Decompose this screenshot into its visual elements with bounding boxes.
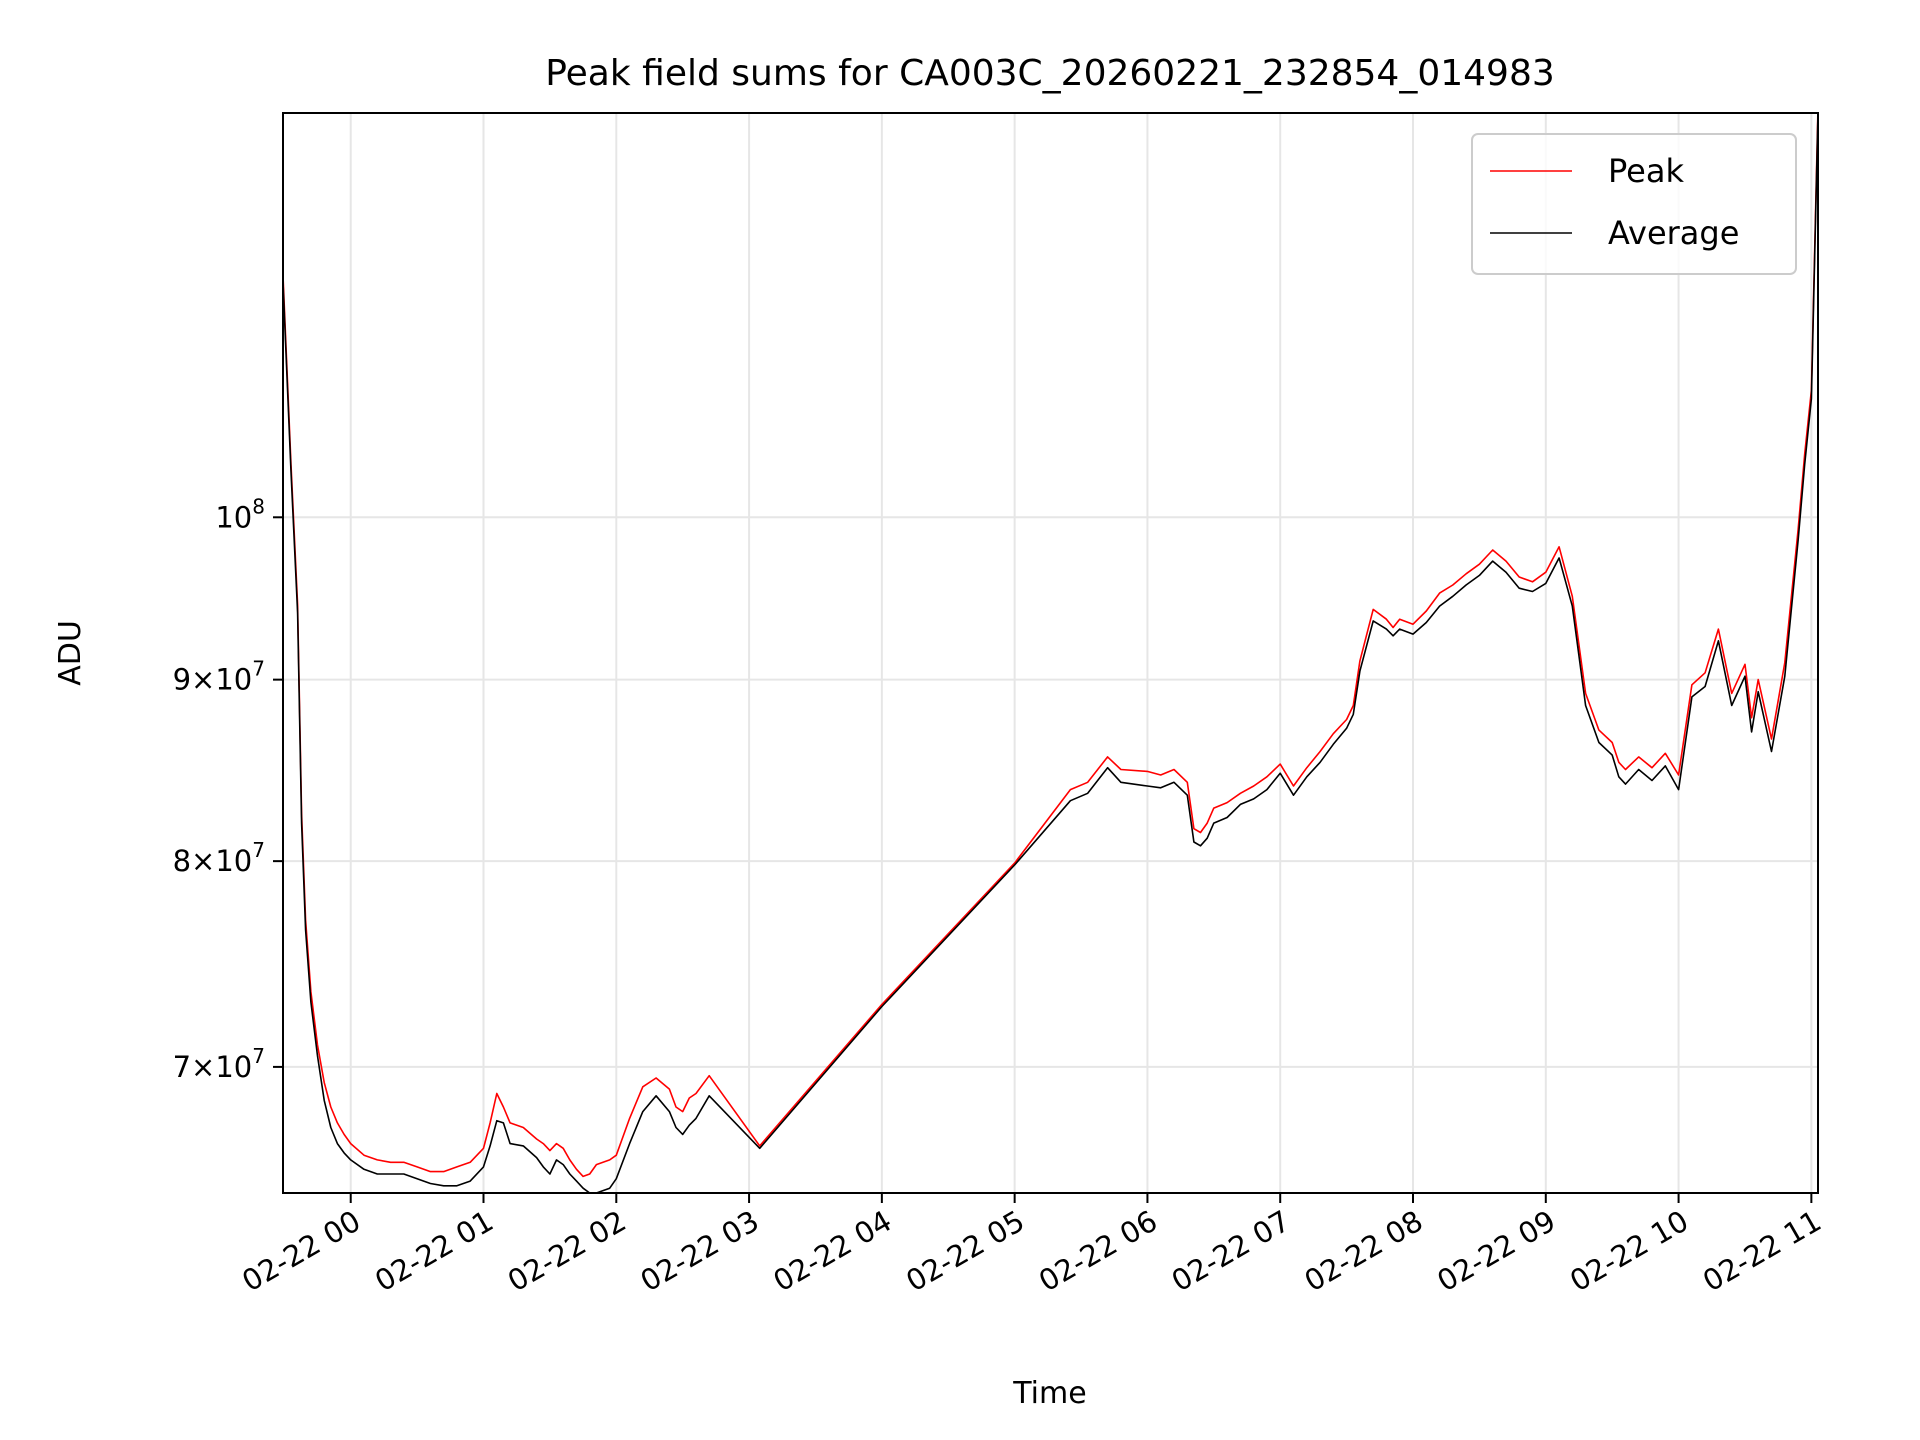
legend: Peak Average <box>1471 133 1797 275</box>
y-tick-mantissa: 8 <box>173 844 191 878</box>
legend-label-peak: Peak <box>1608 152 1684 190</box>
y-tick-exponent: 7 <box>252 657 265 681</box>
series-line-peak <box>283 113 1818 1178</box>
y-tick-mantissa: 9 <box>173 663 191 697</box>
y-tick-times: × <box>191 844 215 878</box>
legend-box <box>1471 133 1797 275</box>
legend-label-average: Average <box>1608 214 1739 252</box>
y-tick-base: 10 <box>215 500 252 534</box>
y-tick-times: × <box>191 1050 215 1084</box>
y-tick-label: 7×107 <box>173 1044 265 1084</box>
y-axis-label: ADU <box>53 620 88 686</box>
y-tick-exponent: 7 <box>252 1044 265 1068</box>
y-tick-exponent: 7 <box>252 838 265 862</box>
x-axis-label: Time <box>1012 1376 1086 1411</box>
y-tick-base: 10 <box>215 844 252 878</box>
series-lines <box>283 113 1818 1193</box>
y-tick-exponent: 8 <box>252 494 265 518</box>
chart-title: Peak field sums for CA003C_20260221_2328… <box>545 53 1555 94</box>
y-tick-label: 108 <box>215 494 265 534</box>
grid-lines <box>283 113 1818 1193</box>
y-tick-base: 10 <box>215 1050 252 1084</box>
y-tick-label: 9×107 <box>173 657 265 697</box>
y-tick-label: 8×107 <box>173 838 265 878</box>
y-tick-base: 10 <box>215 663 252 697</box>
plot-area-frame <box>282 112 1819 1194</box>
y-tick-times: × <box>191 663 215 697</box>
y-tick-mantissa: 7 <box>173 1050 191 1084</box>
series-line-average <box>283 113 1818 1193</box>
